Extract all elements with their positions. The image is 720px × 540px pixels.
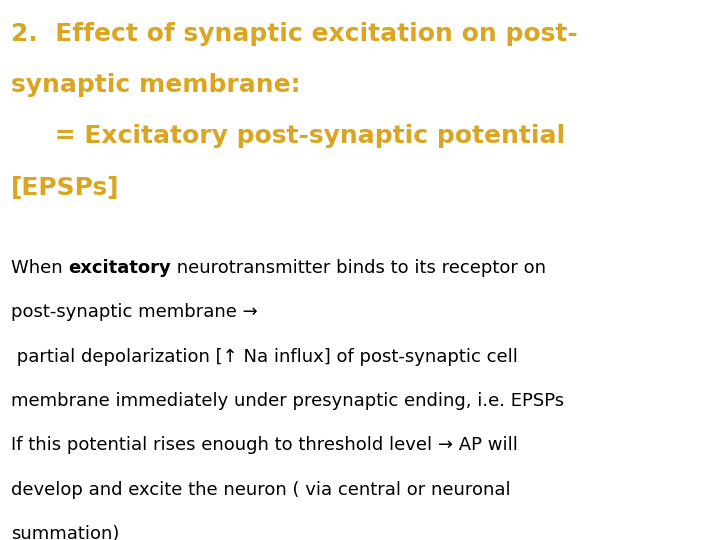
Text: = Excitatory post-synaptic potential: = Excitatory post-synaptic potential — [11, 124, 565, 148]
Text: membrane immediately under presynaptic ending, i.e. EPSPs: membrane immediately under presynaptic e… — [11, 392, 564, 410]
Text: develop and excite the neuron ( via central or neuronal: develop and excite the neuron ( via cent… — [11, 481, 510, 498]
Text: When: When — [11, 259, 68, 277]
Text: excitatory: excitatory — [68, 259, 171, 277]
Text: synaptic membrane:: synaptic membrane: — [11, 73, 300, 97]
Text: [EPSPs]: [EPSPs] — [11, 176, 120, 199]
Text: neurotransmitter binds to its receptor on: neurotransmitter binds to its receptor o… — [171, 259, 546, 277]
Text: post-synaptic membrane →: post-synaptic membrane → — [11, 303, 258, 321]
Text: If this potential rises enough to threshold level → AP will: If this potential rises enough to thresh… — [11, 436, 518, 454]
Text: partial depolarization [↑ Na influx] of post-synaptic cell: partial depolarization [↑ Na influx] of … — [11, 348, 518, 366]
Text: 2.  Effect of synaptic excitation on post-: 2. Effect of synaptic excitation on post… — [11, 22, 577, 45]
Text: summation): summation) — [11, 525, 120, 540]
